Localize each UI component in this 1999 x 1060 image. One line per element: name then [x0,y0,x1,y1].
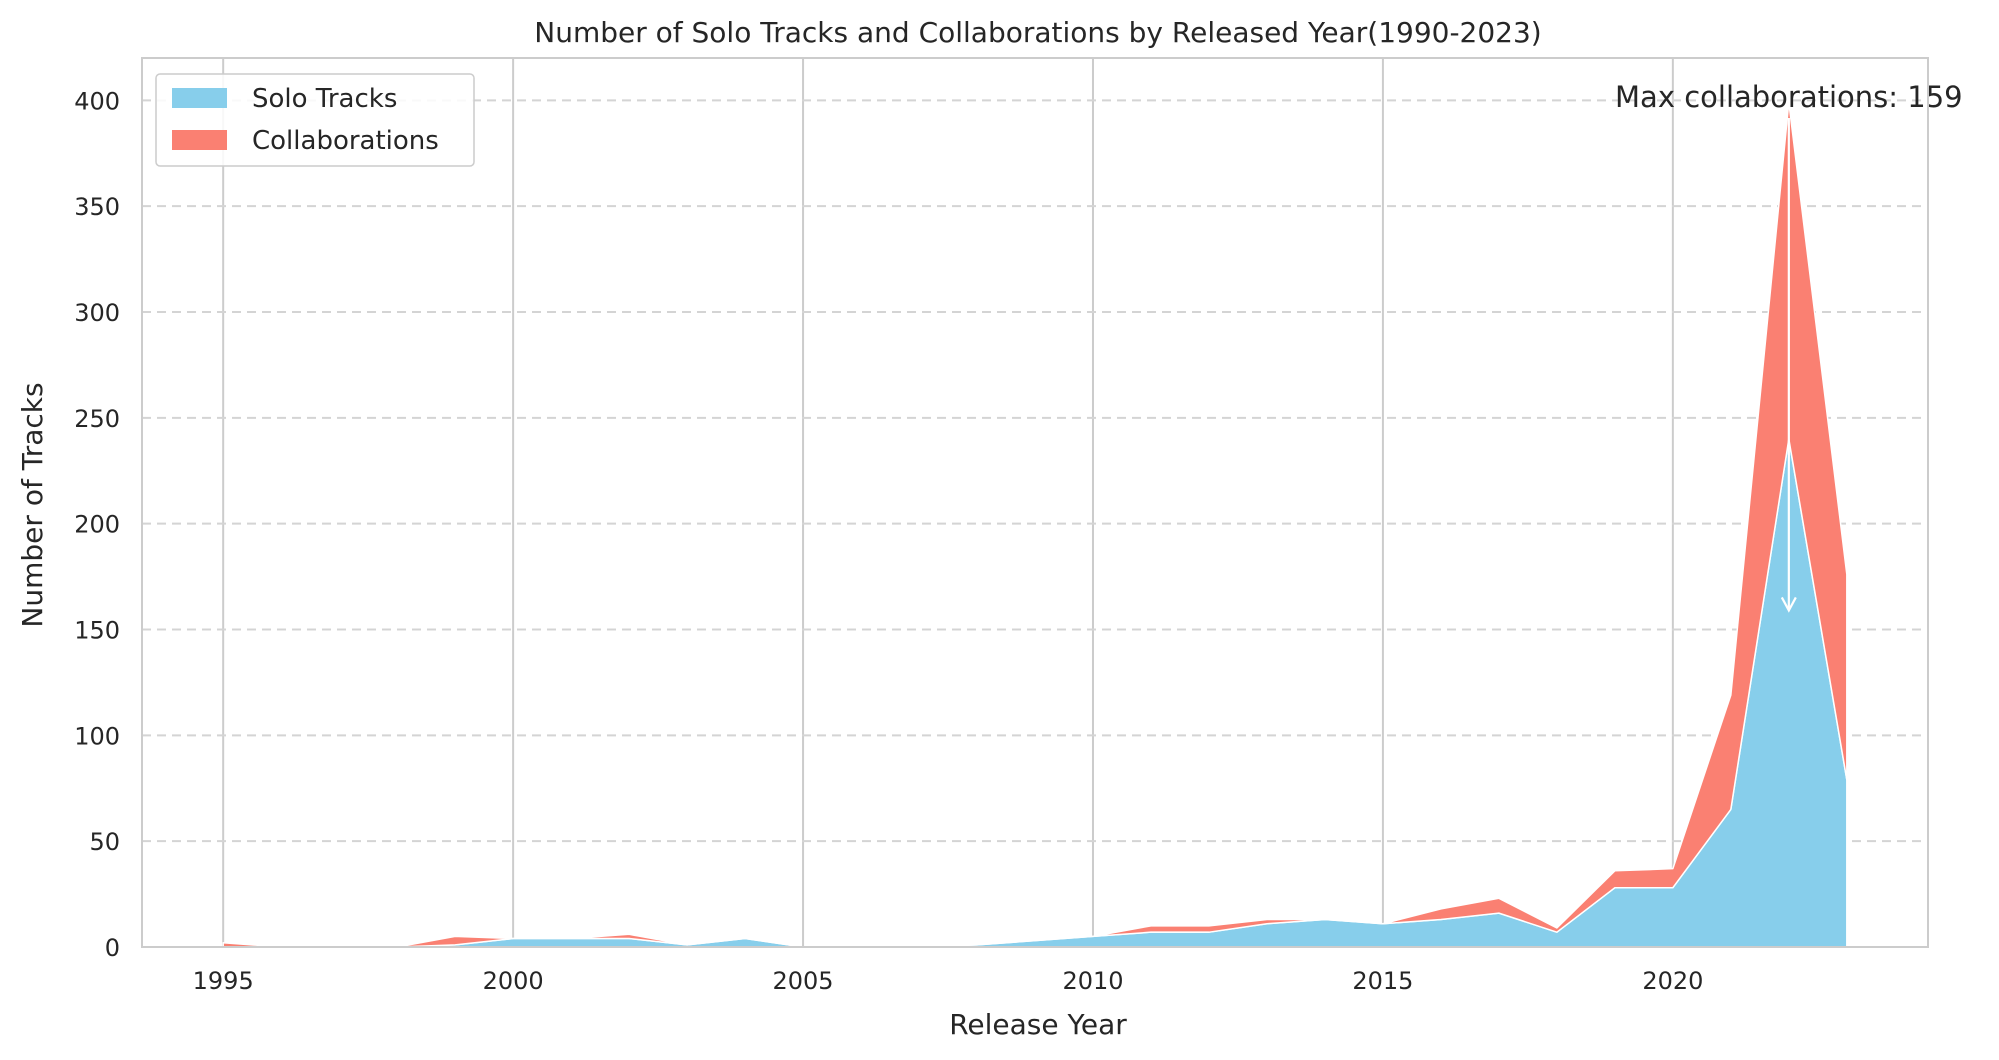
y-tick-label: 100 [74,722,120,750]
x-tick-label: 2005 [773,967,834,995]
x-tick-label: 2020 [1642,967,1703,995]
x-tick-label: 1995 [193,967,254,995]
legend-label-collaborations: Collaborations [252,126,439,156]
y-tick-label: 350 [74,193,120,221]
y-tick-label: 0 [105,934,120,962]
y-tick-label: 200 [74,511,120,539]
legend-box [155,73,475,167]
area-collaborations [222,101,1848,948]
x-tick-label: 2015 [1352,967,1413,995]
y-tick-label: 250 [74,405,120,433]
grid [142,58,1928,948]
annotation-arrowhead [1780,596,1797,613]
annotation-text: Max collaborations: 159 [1615,80,1963,114]
y-tick-label: 300 [74,299,120,327]
y-tick-label: 400 [74,87,120,115]
x-axis-title: Release Year [949,1008,1127,1041]
annotation: Max collaborations: 159 [1615,80,1963,613]
legend-swatch-collaborations [172,130,227,150]
y-tick-label: 50 [89,828,120,856]
legend-swatch-solo [172,88,227,108]
legend-label-solo: Solo Tracks [252,84,397,114]
y-tick-label: 150 [74,617,120,645]
x-tick-label: 2010 [1062,967,1123,995]
x-tick-label: 2000 [483,967,544,995]
plot-frame [141,57,1929,948]
y-axis-title: Number of Tracks [16,382,49,627]
ticks: 1995 2000 2005 2010 2015 2020 0 50 100 150 200 250 3… [74,87,1703,995]
chart-title: Number of Solo Tracks and Collaborations… [534,16,1541,49]
legend: Solo Tracks Collaborations [155,73,475,167]
